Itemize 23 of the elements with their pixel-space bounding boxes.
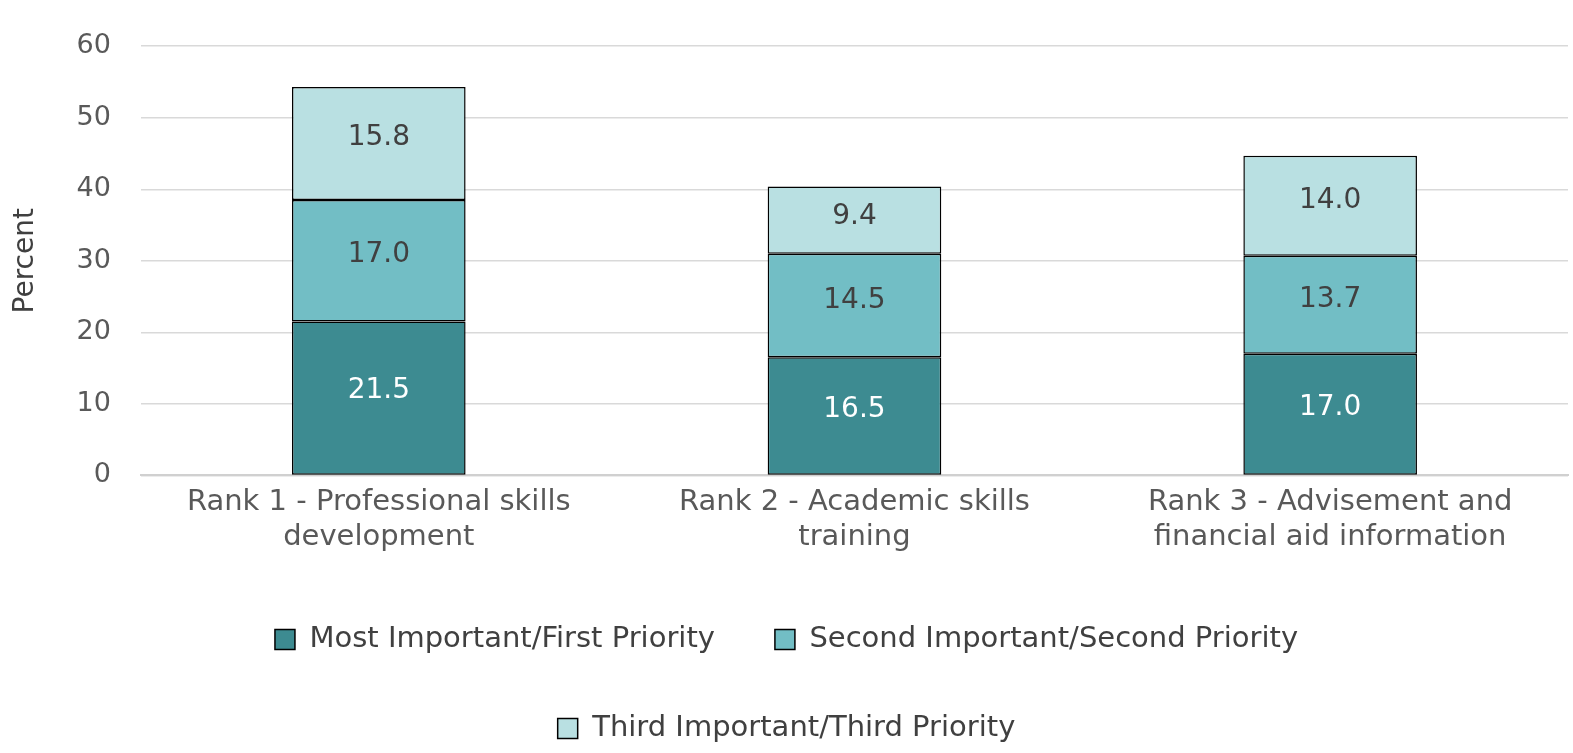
data-label: 13.7: [1298, 281, 1362, 315]
data-label: 17.0: [1298, 389, 1362, 423]
y-tick-label: 40: [76, 171, 111, 203]
data-label: 15.8: [347, 119, 410, 153]
y-tick-label: 10: [76, 385, 111, 417]
data-label: 14.5: [823, 281, 886, 315]
data-label: 9.4: [832, 197, 877, 231]
y-tick-label: 30: [76, 242, 111, 274]
legend-label: Second Important/Second Priority: [809, 620, 1299, 655]
data-label: 16.5: [823, 391, 886, 425]
data-label: 21.5: [347, 371, 410, 405]
x-tick-label: Rank 2 - Academic skills training: [678, 483, 1030, 553]
data-label: 14.0: [1298, 181, 1362, 215]
y-tick-label: 50: [76, 99, 111, 131]
x-tick-label: Rank 3 - Advisement and financial aid information: [1147, 483, 1513, 553]
y-tick-label: 20: [76, 314, 111, 346]
x-tick-label: Rank 1 - Professional skills development: [186, 483, 571, 553]
y-tick-label: 0: [93, 457, 111, 489]
y-tick-label: 60: [76, 28, 111, 60]
legend-label: Third Important/Third Priority: [591, 709, 1016, 744]
data-label: 17.0: [347, 236, 410, 269]
y-axis-title: Percent: [7, 208, 41, 314]
legend-label: Most Important/First Priority: [309, 620, 715, 655]
